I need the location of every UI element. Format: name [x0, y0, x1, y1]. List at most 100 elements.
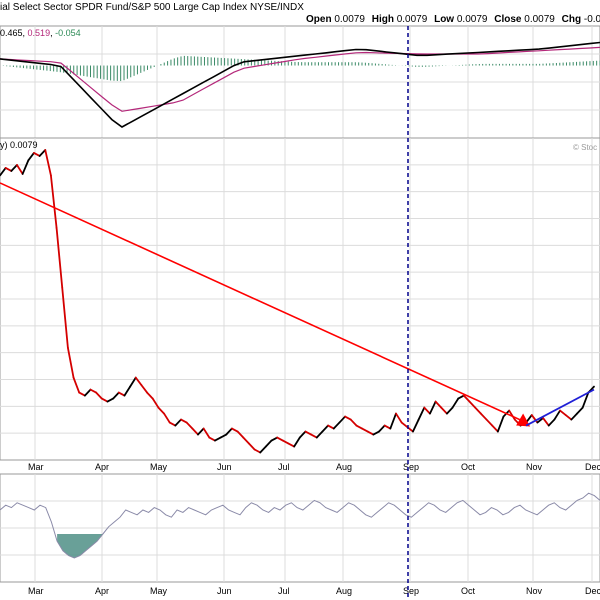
price-segment [378, 424, 386, 433]
month-tick-label: Nov [526, 462, 543, 472]
watermark: © Stoc [573, 143, 597, 152]
price-segment [457, 394, 465, 400]
macd-signal-line [0, 46, 600, 112]
price-segment [281, 439, 290, 445]
price-segment [400, 421, 409, 428]
price-segment [191, 427, 199, 436]
price-segment [225, 427, 233, 436]
price-segment [440, 406, 448, 415]
price-segment [564, 414, 573, 421]
price-segment [310, 433, 318, 439]
price-segment [451, 397, 460, 409]
month-tick-label: Oct [461, 586, 476, 596]
price-segment [253, 448, 262, 454]
macd-histogram [2, 55, 600, 82]
price-segment [259, 445, 267, 454]
price-segment [112, 391, 120, 400]
price-segment [389, 412, 397, 430]
price-segment [366, 430, 375, 436]
price-segment [16, 164, 24, 175]
month-tick-label: Apr [95, 462, 109, 472]
price-segment [429, 400, 437, 415]
rsi-line [0, 492, 600, 559]
price-segment [349, 418, 358, 427]
downtrend-line [0, 182, 527, 424]
month-tick-label: Aug [336, 462, 352, 472]
price-segment [208, 436, 216, 442]
price-segment [0, 167, 7, 177]
price-segment [474, 406, 482, 415]
month-tick-label: May [150, 462, 168, 472]
price-segment [372, 430, 380, 436]
ohlc-readout: Open 0.0079 High 0.0079 Low 0.0079 Close… [306, 14, 600, 25]
price-segment [304, 430, 313, 436]
macd-values: 0.465, 0.519, -0.054 [0, 28, 81, 38]
price-segment [83, 388, 92, 397]
price-segment [293, 436, 301, 448]
price-segment [315, 430, 324, 439]
month-tick-label: Sep [403, 462, 419, 472]
price-segment [33, 152, 41, 157]
price-segment [10, 164, 18, 172]
price-segment [270, 436, 279, 442]
header-bar [0, 0, 600, 26]
price-segment [168, 421, 177, 427]
month-tick-label: Jun [217, 462, 232, 472]
price-segment [197, 427, 205, 436]
macd-grid [0, 26, 600, 138]
price-segment [44, 149, 52, 177]
rsi-panel [0, 473, 600, 583]
month-axis-bottom: Mar Apr May Jun Jul Aug Sep Oct Nov Dec [28, 586, 600, 596]
month-tick-label: Sep [403, 586, 419, 596]
price-segment [542, 417, 550, 427]
price-segment [219, 433, 228, 439]
price-segment [134, 376, 143, 387]
price-segment [140, 384, 148, 394]
price-segment [66, 346, 75, 379]
price-segment [508, 409, 516, 421]
rsi-oversold-fill [57, 534, 103, 558]
month-tick-label: Jul [278, 586, 290, 596]
price-segment [446, 406, 454, 415]
price-segment [146, 391, 154, 400]
price-segment [21, 159, 30, 175]
price-segment [530, 414, 539, 424]
price-segment [157, 406, 165, 415]
price-segment [129, 376, 137, 388]
price-segment [100, 397, 109, 403]
macd-panel: 0.465, 0.519, -0.054 [0, 25, 600, 139]
price-segment [581, 391, 590, 409]
price-segment [276, 436, 284, 442]
price-series [0, 149, 595, 454]
price-panel-label: y) 0.0079 [0, 140, 38, 150]
price-segment [570, 412, 578, 421]
price-segment [151, 397, 160, 409]
price-segment [553, 409, 561, 421]
price-segment [61, 286, 69, 349]
price-segment [395, 412, 403, 424]
price-segment [479, 412, 488, 421]
month-tick-label: Aug [336, 586, 352, 596]
price-segment [536, 417, 544, 424]
chart-title: ial Select Sector SPDR Fund/S&P 500 Larg… [0, 2, 304, 13]
price-segment [491, 424, 499, 433]
price-segment [248, 442, 256, 451]
price-segment [547, 418, 556, 427]
price-segment [231, 427, 239, 433]
price-segment [123, 385, 132, 397]
price-segment [4, 167, 13, 172]
price-segment [72, 376, 81, 394]
price-segment [163, 412, 171, 424]
price-segment [338, 415, 346, 424]
price-panel: y) 0.0079 © Stoc [0, 137, 600, 461]
month-tick-label: Apr [95, 586, 109, 596]
price-segment [202, 427, 211, 439]
month-axis-price: Mar Apr May Jun Jul Aug Sep Oct Nov Dec [28, 462, 600, 472]
month-tick-label: Oct [461, 462, 476, 472]
price-segment [423, 406, 431, 415]
price-segment [361, 427, 369, 433]
month-tick-label: May [150, 586, 168, 596]
price-segment [559, 409, 567, 416]
price-segment [332, 421, 341, 430]
